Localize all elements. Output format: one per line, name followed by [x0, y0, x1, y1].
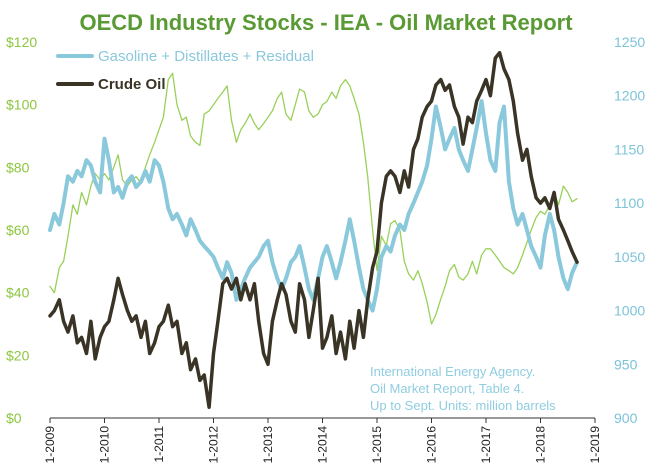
left-tick-label: $0 — [6, 410, 22, 426]
legend: Gasoline + Distillates + Residual Crude … — [56, 48, 314, 93]
annotation-line-2: Oil Market Report, Table 4. — [370, 381, 524, 396]
left-tick-label: $20 — [6, 347, 30, 363]
x-tick-label: 1-2017 — [479, 426, 493, 464]
series-layer — [48, 50, 579, 410]
legend-label-crude: Crude Oil — [98, 76, 166, 93]
right-tick-label: 1200 — [614, 88, 645, 104]
right-tick-label: 1150 — [614, 141, 644, 157]
right-tick-label: 1100 — [614, 195, 644, 211]
right-tick-label: 1050 — [614, 249, 645, 265]
left-tick-label: $100 — [6, 97, 37, 113]
x-tick-label: 1-2010 — [98, 426, 112, 464]
legend-label-gasoline: Gasoline + Distillates + Residual — [98, 48, 314, 65]
left-tick-label: $120 — [6, 34, 37, 50]
x-tick-label: 1-2009 — [43, 426, 57, 464]
x-tick-label: 1-2012 — [207, 426, 221, 464]
right-axis-ticks: 900 950 1000 1050 1100 1150 1200 1250 — [614, 34, 645, 426]
annotation-line-1: International Energy Agency. — [370, 364, 535, 379]
left-tick-label: $40 — [6, 285, 30, 301]
source-annotation: International Energy Agency. Oil Market … — [370, 364, 556, 413]
right-tick-label: 1000 — [614, 303, 645, 319]
chart-title: OECD Industry Stocks - IEA - Oil Market … — [79, 10, 573, 35]
x-tick-label: 1-2019 — [588, 426, 602, 464]
x-tick-label: 1-2014 — [316, 426, 330, 464]
right-tick-label: 950 — [614, 356, 638, 372]
right-tick-label: 900 — [614, 410, 638, 426]
x-axis: 1-2009 1-2010 1-2011 1-2012 1-2013 1-2014 1-20… — [43, 417, 602, 464]
crude-oil-line — [48, 50, 579, 410]
x-tick-label: 1-2015 — [370, 426, 384, 464]
x-tick-label: 1-2018 — [534, 426, 548, 464]
oil-price-line — [49, 72, 578, 325]
annotation-line-3: Up to Sept. Units: million barrels — [370, 398, 556, 413]
x-tick-label: 1-2016 — [425, 426, 439, 464]
x-tick-label: 1-2011 — [152, 426, 166, 463]
right-tick-label: 1250 — [614, 34, 645, 50]
left-tick-label: $80 — [6, 159, 30, 175]
left-tick-label: $60 — [6, 222, 30, 238]
x-tick-label: 1-2013 — [261, 426, 275, 464]
left-axis-ticks: $0 $20 $40 $60 $80 $100 $120 — [6, 34, 37, 426]
